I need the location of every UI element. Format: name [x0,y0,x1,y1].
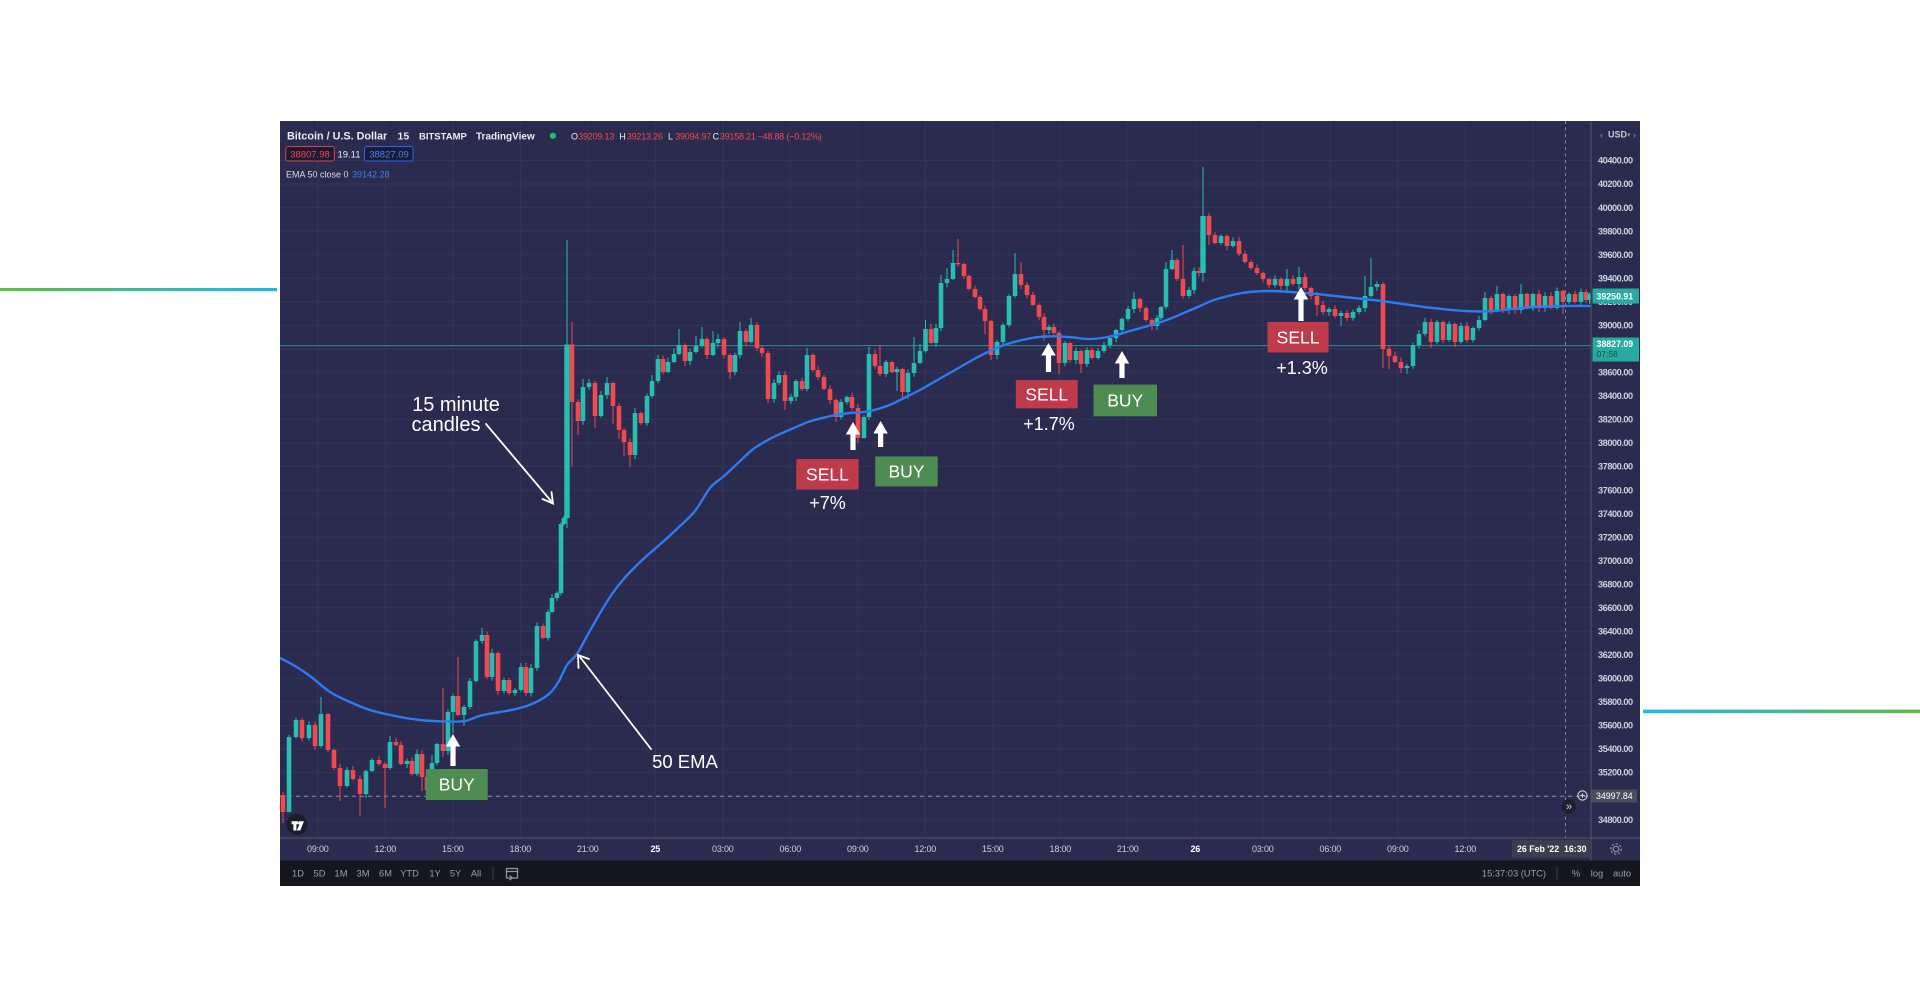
svg-text:06:00: 06:00 [780,844,802,854]
svg-text:37200.00: 37200.00 [1598,532,1633,542]
svg-text:26: 26 [1190,844,1200,854]
svg-text:12:00: 12:00 [915,844,937,854]
svg-text:18:00: 18:00 [510,844,532,854]
svg-text:38807.98: 38807.98 [290,150,330,161]
svg-text:+1.7%: +1.7% [1023,414,1075,434]
svg-text:39400.00: 39400.00 [1598,273,1633,283]
svg-text:37000.00: 37000.00 [1598,556,1633,566]
svg-text:15:37:03 (UTC): 15:37:03 (UTC) [1482,869,1546,879]
svg-text:07:58: 07:58 [1597,349,1619,359]
svg-text:3M: 3M [357,869,370,879]
svg-text:%: % [1572,869,1580,879]
svg-text:21:00: 21:00 [577,844,599,854]
svg-text:O: O [571,132,578,142]
svg-text:+7%: +7% [809,493,846,513]
svg-text:SELL: SELL [1025,384,1068,404]
svg-text:35600.00: 35600.00 [1598,721,1633,731]
svg-text:39158.21: 39158.21 [720,132,756,142]
svg-text:39142.28: 39142.28 [352,170,390,180]
svg-text:BITSTAMP: BITSTAMP [419,132,468,143]
svg-text:38000.00: 38000.00 [1598,438,1633,448]
svg-text:50 EMA: 50 EMA [652,751,718,772]
svg-text:38827.09: 38827.09 [369,150,409,161]
svg-text:YTD: YTD [400,869,419,879]
svg-text:38400.00: 38400.00 [1598,391,1633,401]
svg-text:34800.00: 34800.00 [1598,815,1633,825]
svg-text:15 minute: 15 minute [412,394,500,416]
svg-text:40000.00: 40000.00 [1598,203,1633,213]
svg-text:EMA 50 close 0: EMA 50 close 0 [286,170,349,180]
svg-text:SELL: SELL [1277,327,1320,347]
svg-text:‹: ‹ [1600,130,1603,140]
svg-text:36400.00: 36400.00 [1598,627,1633,637]
svg-text:+1.3%: +1.3% [1276,358,1328,378]
svg-text:1M: 1M [335,869,348,879]
svg-text:38827.09: 38827.09 [1597,339,1634,349]
svg-text:Bitcoin / U.S. Dollar: Bitcoin / U.S. Dollar [287,131,388,143]
svg-text:35400.00: 35400.00 [1598,744,1633,754]
svg-text:15: 15 [398,131,410,143]
svg-text:5Y: 5Y [450,869,461,879]
svg-text:19.11: 19.11 [337,150,360,161]
svg-text:15:00: 15:00 [982,844,1004,854]
svg-text:L: L [668,132,673,142]
svg-text:06:00: 06:00 [1320,844,1342,854]
svg-text:35200.00: 35200.00 [1598,768,1633,778]
svg-text:09:00: 09:00 [307,844,329,854]
svg-text:›: › [1633,130,1636,140]
svg-text:21:00: 21:00 [1117,844,1139,854]
svg-text:25: 25 [650,844,660,854]
svg-text:39800.00: 39800.00 [1598,226,1633,236]
svg-text:18:00: 18:00 [1050,844,1072,854]
svg-text:39094.97: 39094.97 [675,132,711,142]
svg-text:SELL: SELL [806,464,849,484]
svg-text:TradingView: TradingView [476,132,535,143]
svg-text:auto: auto [1613,869,1631,879]
svg-text:▾: ▾ [1627,132,1631,139]
svg-text:BUY: BUY [1107,391,1143,411]
svg-text:12:00: 12:00 [1455,844,1477,854]
svg-text:36600.00: 36600.00 [1598,603,1633,613]
svg-text:38600.00: 38600.00 [1598,368,1633,378]
svg-text:1D: 1D [292,869,304,879]
svg-text:37800.00: 37800.00 [1598,462,1633,472]
svg-text:12:00: 12:00 [375,844,397,854]
svg-text:candles: candles [412,414,481,436]
svg-text:39000.00: 39000.00 [1598,321,1633,331]
svg-text:40200.00: 40200.00 [1598,179,1633,189]
svg-text:36000.00: 36000.00 [1598,674,1633,684]
svg-text:34997.84: 34997.84 [1596,791,1633,801]
svg-text:log: log [1591,869,1603,879]
svg-text:»: » [1566,801,1572,813]
svg-text:All: All [471,869,481,879]
svg-text:03:00: 03:00 [712,844,734,854]
svg-text:1Y: 1Y [429,869,440,879]
svg-text:USD: USD [1608,130,1628,140]
svg-text:03:00: 03:00 [1252,844,1274,854]
svg-text:16:30: 16:30 [1564,844,1587,854]
svg-text:37400.00: 37400.00 [1598,509,1633,519]
svg-text:C: C [713,132,720,142]
svg-text:39209.13: 39209.13 [578,132,614,142]
svg-text:40400.00: 40400.00 [1598,156,1633,166]
svg-text:−48.88 (−0.12%): −48.88 (−0.12%) [758,132,822,142]
svg-text:5D: 5D [314,869,326,879]
svg-text:36800.00: 36800.00 [1598,579,1633,589]
svg-text:36200.00: 36200.00 [1598,650,1633,660]
svg-text:09:00: 09:00 [1387,844,1409,854]
svg-text:15:00: 15:00 [442,844,464,854]
svg-text:BUY: BUY [439,775,475,795]
svg-text:39213.26: 39213.26 [627,132,663,142]
svg-text:6M: 6M [379,869,392,879]
svg-text:H: H [619,132,626,142]
svg-text:35800.00: 35800.00 [1598,697,1633,707]
svg-text:39600.00: 39600.00 [1598,250,1633,260]
svg-text:BUY: BUY [888,462,924,482]
svg-text:38200.00: 38200.00 [1598,415,1633,425]
svg-text:09:00: 09:00 [847,844,869,854]
svg-text:39250.91: 39250.91 [1597,292,1634,302]
svg-text:26 Feb '22: 26 Feb '22 [1517,844,1559,854]
svg-text:37600.00: 37600.00 [1598,485,1633,495]
